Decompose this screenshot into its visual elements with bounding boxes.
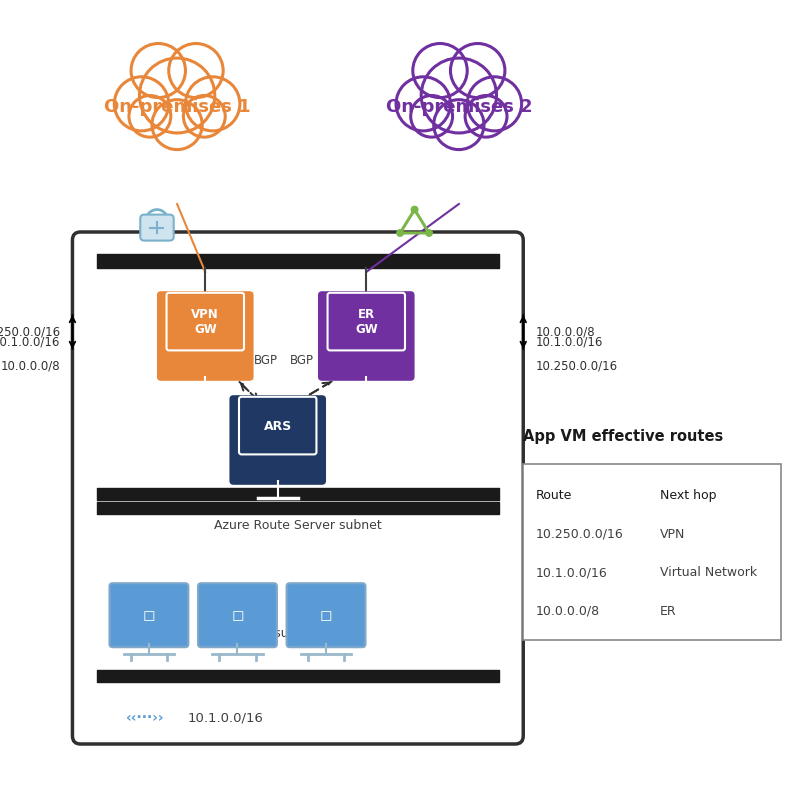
Text: 10.1.0.0/16: 10.1.0.0/16 bbox=[535, 335, 603, 348]
Circle shape bbox=[451, 43, 505, 98]
Circle shape bbox=[434, 100, 484, 150]
Circle shape bbox=[139, 58, 215, 133]
Circle shape bbox=[467, 77, 522, 131]
FancyBboxPatch shape bbox=[287, 583, 365, 647]
FancyBboxPatch shape bbox=[523, 464, 781, 640]
Text: On-premises 2: On-premises 2 bbox=[386, 98, 532, 116]
Circle shape bbox=[129, 95, 171, 137]
FancyBboxPatch shape bbox=[229, 395, 326, 485]
Circle shape bbox=[152, 100, 202, 150]
FancyBboxPatch shape bbox=[140, 214, 174, 241]
Circle shape bbox=[421, 58, 497, 133]
Circle shape bbox=[413, 43, 467, 98]
FancyBboxPatch shape bbox=[328, 293, 405, 350]
Text: Virtual Network: Virtual Network bbox=[660, 566, 758, 579]
FancyBboxPatch shape bbox=[198, 583, 277, 647]
Text: 10.0.0.0/8: 10.0.0.0/8 bbox=[1, 360, 60, 373]
Text: VPN: VPN bbox=[660, 528, 686, 541]
Circle shape bbox=[396, 77, 451, 131]
FancyBboxPatch shape bbox=[239, 397, 316, 454]
FancyBboxPatch shape bbox=[72, 232, 523, 744]
Text: On-premises 1: On-premises 1 bbox=[104, 98, 250, 116]
Text: 10.1.0.0/16: 10.1.0.0/16 bbox=[0, 335, 60, 348]
Text: 10.250.0.0/16: 10.250.0.0/16 bbox=[535, 528, 623, 541]
Circle shape bbox=[411, 206, 418, 213]
Text: 10.250.0.0/16: 10.250.0.0/16 bbox=[0, 326, 60, 338]
Text: ◻: ◻ bbox=[320, 608, 332, 622]
Text: 10.1.0.0/16: 10.1.0.0/16 bbox=[535, 566, 607, 579]
Text: ‹‹···››: ‹‹···›› bbox=[126, 711, 164, 726]
Circle shape bbox=[114, 77, 169, 131]
Text: ER
GW: ER GW bbox=[355, 308, 378, 336]
Text: Next hop: Next hop bbox=[660, 490, 716, 502]
Text: ◻: ◻ bbox=[231, 608, 244, 622]
Text: 10.1.0.0/16: 10.1.0.0/16 bbox=[188, 712, 263, 725]
FancyBboxPatch shape bbox=[157, 291, 254, 381]
Text: App VM effective routes: App VM effective routes bbox=[523, 429, 724, 444]
Text: Azure Route Server subnet: Azure Route Server subnet bbox=[214, 518, 382, 532]
Circle shape bbox=[397, 230, 403, 236]
FancyBboxPatch shape bbox=[109, 583, 188, 647]
Circle shape bbox=[411, 95, 452, 137]
FancyBboxPatch shape bbox=[167, 293, 244, 350]
Text: VPN
GW: VPN GW bbox=[192, 308, 219, 336]
Text: 10.250.0.0/16: 10.250.0.0/16 bbox=[535, 360, 617, 373]
Circle shape bbox=[426, 230, 432, 236]
Text: BGP: BGP bbox=[290, 354, 314, 367]
Text: ARS: ARS bbox=[263, 419, 292, 433]
Text: App subnet: App subnet bbox=[246, 626, 317, 640]
Circle shape bbox=[185, 77, 240, 131]
Circle shape bbox=[184, 95, 225, 137]
Text: 10.0.0.0/8: 10.0.0.0/8 bbox=[535, 326, 595, 338]
Circle shape bbox=[169, 43, 223, 98]
Circle shape bbox=[465, 95, 507, 137]
Circle shape bbox=[131, 43, 185, 98]
Text: BGP: BGP bbox=[254, 354, 278, 367]
FancyBboxPatch shape bbox=[318, 291, 415, 381]
Text: 10.0.0.0/8: 10.0.0.0/8 bbox=[535, 605, 600, 618]
Text: ER: ER bbox=[660, 605, 677, 618]
Text: Route: Route bbox=[535, 490, 572, 502]
Text: ◻: ◻ bbox=[142, 608, 155, 622]
